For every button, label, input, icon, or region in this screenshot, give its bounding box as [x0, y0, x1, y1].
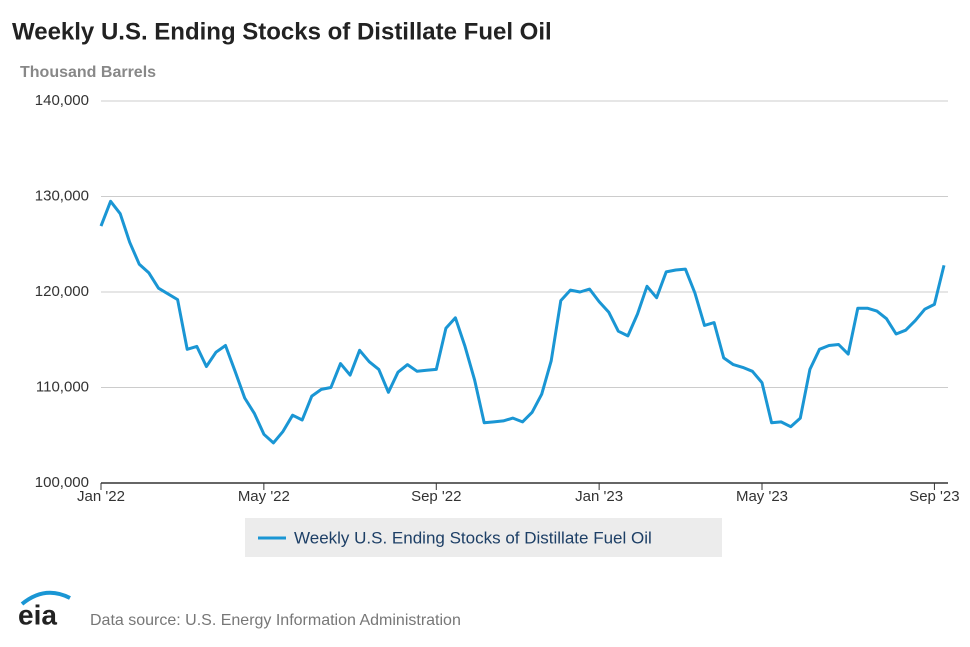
chart-subtitle: Thousand Barrels: [20, 64, 156, 81]
y-tick-label: 130,000: [35, 187, 89, 204]
source-note: Data source: U.S. Energy Information Adm…: [90, 612, 461, 629]
y-tick-label: 110,000: [36, 378, 89, 395]
x-tick-label: Sep '23: [909, 488, 959, 505]
x-tick-label: Jan '22: [77, 488, 125, 505]
x-tick-label: May '23: [736, 488, 788, 505]
eia-logo: eia: [18, 590, 71, 630]
legend-label: Weekly U.S. Ending Stocks of Distillate …: [294, 528, 652, 547]
x-tick-label: May '22: [238, 488, 290, 505]
y-tick-label: 100,000: [35, 474, 89, 491]
legend-box: [245, 518, 722, 557]
x-tick-label: Jan '23: [575, 488, 623, 505]
y-tick-label: 140,000: [35, 92, 89, 109]
x-tick-label: Sep '22: [411, 488, 461, 505]
data-line: [99, 199, 946, 445]
logo-text: eia: [18, 599, 57, 630]
y-tick-label: 120,000: [35, 283, 89, 300]
chart-title: Weekly U.S. Ending Stocks of Distillate …: [12, 18, 552, 45]
